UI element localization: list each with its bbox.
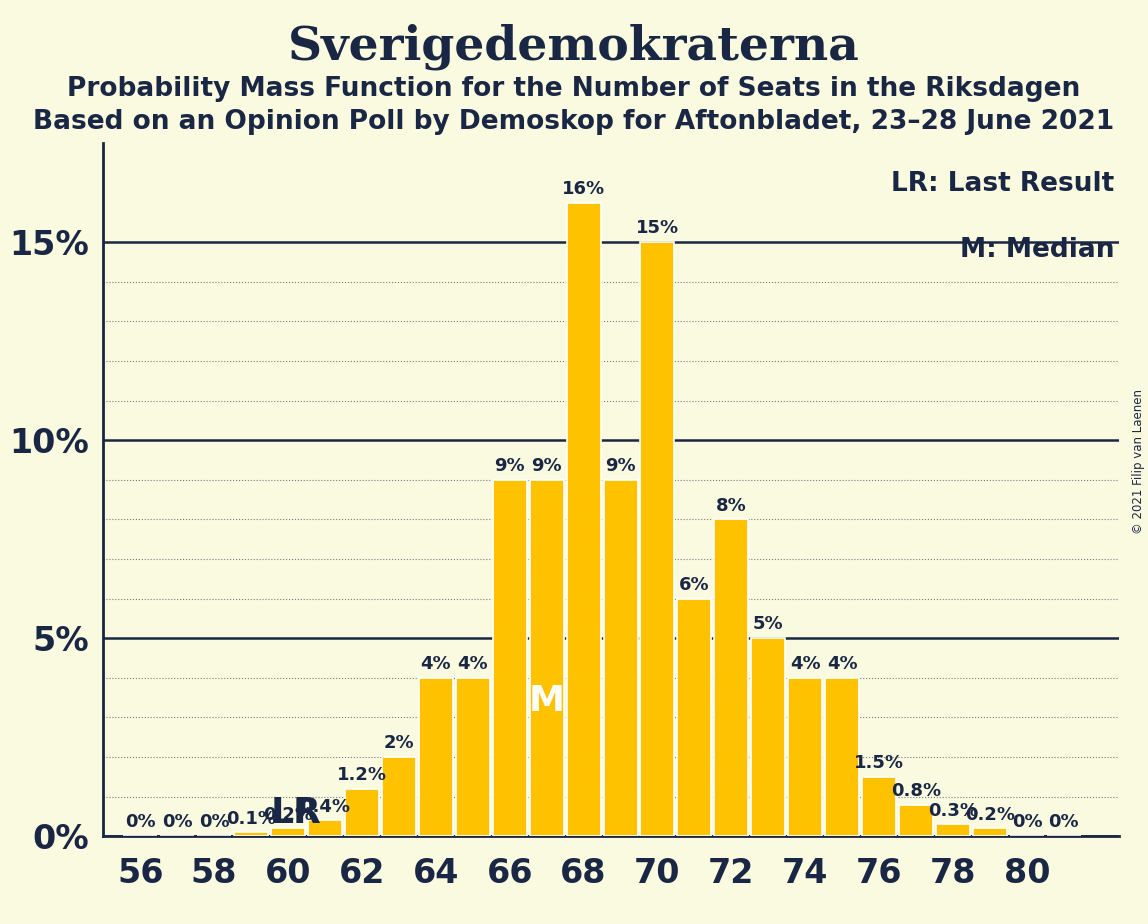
Bar	[677, 599, 712, 836]
Text: 4%: 4%	[790, 655, 821, 673]
Bar	[234, 833, 269, 836]
Bar	[419, 678, 452, 836]
Text: 9%: 9%	[605, 457, 636, 475]
Text: 1.5%: 1.5%	[854, 754, 905, 772]
Bar	[271, 828, 305, 836]
Bar	[567, 202, 600, 836]
Bar	[344, 789, 379, 836]
Text: 0.4%: 0.4%	[300, 797, 350, 816]
Text: 0%: 0%	[1048, 813, 1079, 832]
Bar	[308, 821, 342, 836]
Text: 0.3%: 0.3%	[928, 802, 978, 820]
Bar	[641, 242, 675, 836]
Bar	[456, 678, 490, 836]
Text: 0%: 0%	[125, 813, 156, 832]
Text: Based on an Opinion Poll by Demoskop for Aftonbladet, 23–28 June 2021: Based on an Opinion Poll by Demoskop for…	[33, 109, 1115, 135]
Text: 0%: 0%	[199, 813, 230, 832]
Text: 16%: 16%	[563, 180, 605, 198]
Bar	[789, 678, 822, 836]
Bar	[492, 480, 527, 836]
Bar	[714, 519, 748, 836]
Text: M: Median: M: Median	[960, 237, 1115, 262]
Text: 0%: 0%	[1011, 813, 1042, 832]
Text: 0%: 0%	[162, 813, 193, 832]
Text: Probability Mass Function for the Number of Seats in the Riksdagen: Probability Mass Function for the Number…	[68, 76, 1080, 102]
Bar	[382, 757, 416, 836]
Text: LR: LR	[271, 796, 321, 831]
Text: 4%: 4%	[420, 655, 451, 673]
Text: 0.1%: 0.1%	[226, 809, 277, 828]
Bar	[825, 678, 859, 836]
Bar	[751, 638, 785, 836]
Text: 8%: 8%	[716, 497, 746, 515]
Bar	[974, 828, 1007, 836]
Text: 4%: 4%	[827, 655, 858, 673]
Text: 9%: 9%	[532, 457, 563, 475]
Text: 9%: 9%	[495, 457, 525, 475]
Bar	[936, 824, 970, 836]
Text: 5%: 5%	[753, 615, 784, 634]
Text: 15%: 15%	[636, 220, 680, 237]
Bar	[604, 480, 637, 836]
Text: M: M	[529, 684, 565, 718]
Text: 6%: 6%	[680, 576, 709, 594]
Text: 1.2%: 1.2%	[336, 766, 387, 784]
Text: © 2021 Filip van Laenen: © 2021 Filip van Laenen	[1132, 390, 1146, 534]
Bar	[529, 480, 564, 836]
Text: 4%: 4%	[457, 655, 488, 673]
Text: 0.8%: 0.8%	[891, 782, 941, 800]
Text: LR: Last Result: LR: Last Result	[891, 171, 1115, 197]
Text: 0.2%: 0.2%	[965, 806, 1015, 823]
Bar	[899, 805, 933, 836]
Text: 2%: 2%	[383, 735, 414, 752]
Text: 0.2%: 0.2%	[263, 806, 313, 823]
Bar	[862, 777, 897, 836]
Text: Sverigedemokraterna: Sverigedemokraterna	[288, 23, 860, 69]
